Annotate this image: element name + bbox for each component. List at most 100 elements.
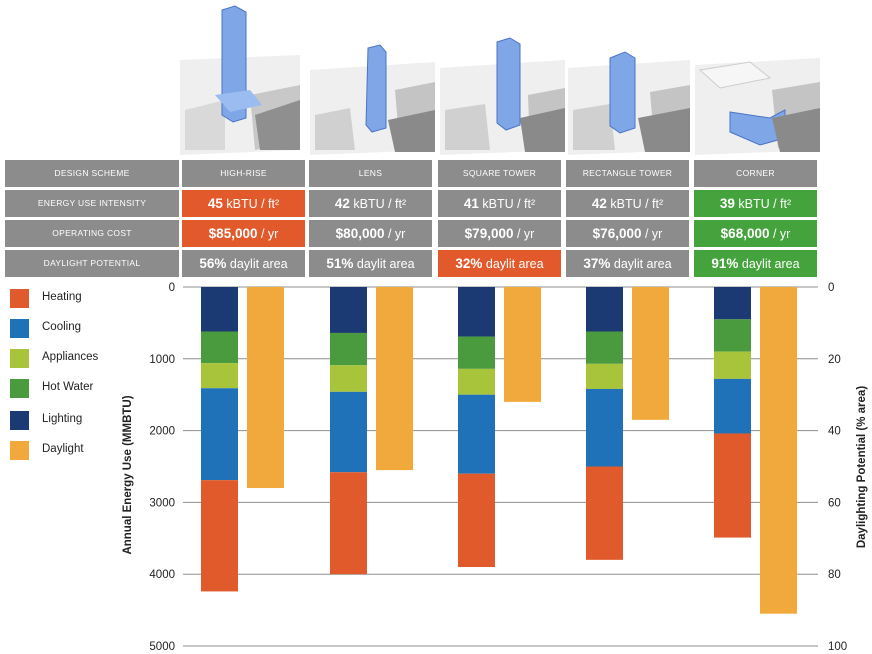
bar-appliances	[201, 363, 238, 389]
eui-lens: 42 kBTU / ft²	[309, 190, 432, 217]
header-high-rise: HIGH-RISE	[182, 160, 305, 187]
row-label-daylight-potential: DAYLIGHT POTENTIAL	[5, 250, 179, 277]
daylight-value: 56%	[199, 256, 227, 271]
scheme-name: HIGH-RISE	[220, 168, 267, 178]
eui-value: 39	[719, 196, 735, 211]
bar-heating	[714, 433, 751, 538]
y2-tick-label: 60	[828, 497, 841, 509]
bar-appliances	[586, 363, 623, 389]
legend-swatch-lighting	[10, 411, 29, 430]
legend-label-hot-water: Hot Water	[42, 381, 94, 393]
daylight-unit: daylit area	[485, 257, 544, 271]
y2-tick-label: 100	[828, 641, 847, 653]
y-tick-label: 3000	[149, 497, 175, 509]
header-corner: CORNER	[694, 160, 817, 187]
legend-swatch-hot-water	[10, 379, 29, 398]
daylight-corner: 91% daylit area	[694, 250, 817, 277]
render-lens	[310, 44, 435, 155]
cost-rectangle-tower: $76,000 / yr	[566, 220, 689, 247]
header-lens: LENS	[309, 160, 432, 187]
cost-value: $68,000	[720, 226, 770, 241]
scheme-name: CORNER	[736, 168, 775, 178]
y2-tick-label: 40	[828, 426, 841, 438]
cost-value: $76,000	[592, 226, 642, 241]
legend-swatch-daylight	[10, 441, 29, 460]
bar-hot-water	[458, 336, 495, 369]
cost-value: $80,000	[335, 226, 385, 241]
cost-unit: / yr	[644, 227, 663, 241]
bar-lighting	[714, 287, 751, 320]
eui-unit: kBTU / ft²	[226, 197, 280, 211]
bar-daylight	[632, 287, 669, 420]
daylight-square-tower: 32% daylit area	[438, 250, 561, 277]
y-tick-label: 5000	[149, 641, 175, 653]
legend-label-lighting: Lighting	[42, 413, 83, 425]
daylight-high-rise: 56% daylit area	[182, 250, 305, 277]
eui-unit: kBTU / ft²	[353, 197, 407, 211]
bar-hot-water	[586, 331, 623, 364]
cost-square-tower: $79,000 / yr	[438, 220, 561, 247]
legend-label-appliances: Appliances	[42, 351, 99, 363]
bar-heating	[201, 480, 238, 592]
eui-unit: kBTU / ft²	[482, 197, 536, 211]
eui-unit: kBTU / ft²	[738, 197, 792, 211]
legend-label-daylight: Daylight	[42, 443, 84, 455]
legend-swatch-appliances	[10, 349, 29, 368]
y2-tick-label: 20	[828, 354, 841, 366]
daylight-unit: daylit area	[741, 257, 800, 271]
eui-unit: kBTU / ft²	[610, 197, 664, 211]
massing-renders	[180, 5, 820, 155]
bar-lighting	[458, 287, 495, 337]
bar-cooling	[201, 388, 238, 481]
eui-value: 42	[591, 196, 607, 211]
scheme-name: SQUARE TOWER	[462, 168, 537, 178]
scheme-name: RECTANGLE TOWER	[582, 168, 673, 178]
y-tick-label: 4000	[149, 569, 175, 581]
bar-hot-water	[714, 319, 751, 352]
bar-appliances	[714, 351, 751, 379]
bar-cooling	[714, 378, 751, 434]
header-rectangle-tower: RECTANGLE TOWER	[566, 160, 689, 187]
bar-heating	[458, 473, 495, 568]
header-square-tower: SQUARE TOWER	[438, 160, 561, 187]
row-label-design-scheme: DESIGN SCHEME	[5, 160, 179, 187]
bar-daylight	[247, 287, 284, 489]
eui-square-tower: 41 kBTU / ft²	[438, 190, 561, 217]
daylight-value: 32%	[455, 256, 483, 271]
daylight-unit: daylit area	[356, 257, 415, 271]
legend-label-cooling: Cooling	[42, 321, 81, 333]
eui-value: 42	[334, 196, 350, 211]
cost-corner: $68,000 / yr	[694, 220, 817, 247]
cost-unit: / yr	[387, 227, 406, 241]
y2-tick-label: 80	[828, 569, 841, 581]
bar-appliances	[458, 368, 495, 395]
cost-value: $79,000	[464, 226, 514, 241]
daylight-rectangle-tower: 37% daylit area	[566, 250, 689, 277]
cost-high-rise: $85,000 / yr	[182, 220, 305, 247]
daylight-value: 51%	[326, 256, 354, 271]
render-rectangle-tower	[568, 51, 690, 155]
legend-swatch-heating	[10, 289, 29, 308]
bar-cooling	[586, 388, 623, 467]
bar-lighting	[330, 287, 367, 333]
y2-tick-label: 0	[828, 282, 834, 294]
cost-value: $85,000	[208, 226, 258, 241]
legend-swatch-cooling	[10, 319, 29, 338]
bar-lighting	[586, 287, 623, 332]
eui-value: 45	[207, 196, 223, 211]
eui-corner: 39 kBTU / ft²	[694, 190, 817, 217]
legend-label-heating: Heating	[42, 291, 82, 303]
bar-daylight	[504, 287, 541, 402]
y-tick-label: 0	[169, 282, 175, 294]
scheme-name: LENS	[358, 168, 383, 178]
cost-lens: $80,000 / yr	[309, 220, 432, 247]
bar-daylight	[376, 287, 413, 471]
render-corner	[695, 58, 820, 155]
daylight-unit: daylit area	[613, 257, 672, 271]
bar-appliances	[330, 365, 367, 392]
daylight-lens: 51% daylit area	[309, 250, 432, 277]
eui-value: 41	[463, 196, 479, 211]
row-label-operating-cost: OPERATING COST	[5, 220, 179, 247]
cost-unit: / yr	[772, 227, 791, 241]
